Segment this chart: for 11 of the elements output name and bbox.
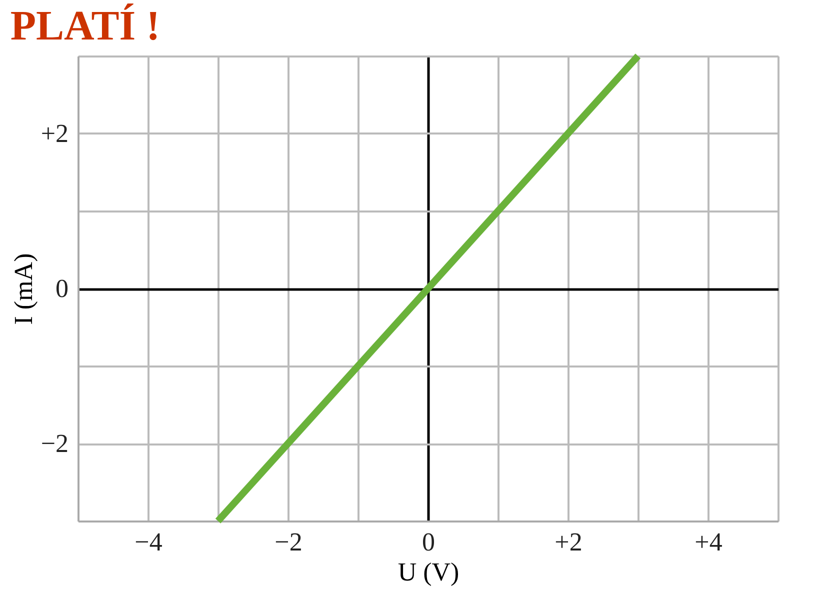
x-tick-label: +2 <box>554 528 582 556</box>
x-axis-title: U (V) <box>398 558 460 586</box>
y-tick-label: −2 <box>40 429 68 458</box>
x-tick-label: −4 <box>134 528 162 556</box>
x-tick-label: +4 <box>694 528 722 556</box>
y-axis-title: I (mA) <box>8 253 38 325</box>
y-tick-label: +2 <box>40 119 68 148</box>
x-tick-label: −2 <box>274 528 302 556</box>
chart-title: PLATÍ ! <box>10 2 160 50</box>
y-tick-label: 0 <box>56 274 68 303</box>
x-tick-label: 0 <box>422 528 435 556</box>
